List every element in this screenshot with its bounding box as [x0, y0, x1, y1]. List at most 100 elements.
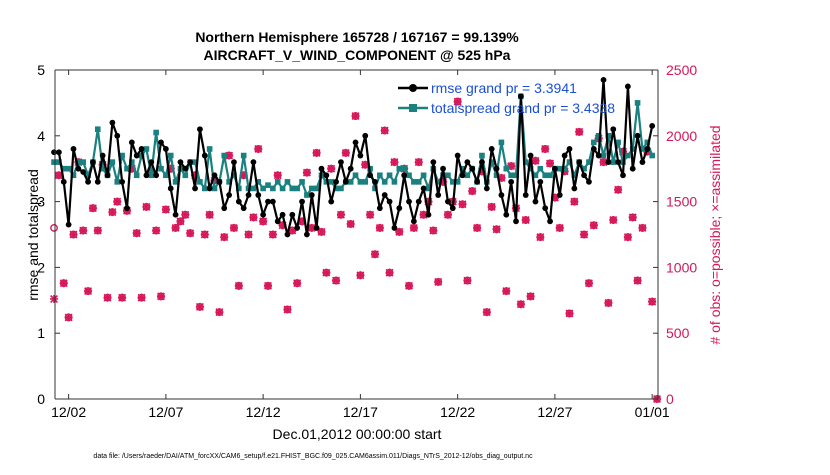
legend-marker-spread — [409, 104, 417, 112]
rmse-point — [138, 146, 145, 152]
totalspread-point — [163, 172, 169, 179]
rmse-point — [527, 152, 534, 159]
obs-assimilated-marker — [50, 294, 59, 303]
totalspread-point — [270, 185, 276, 192]
rmse-point — [133, 152, 140, 159]
rmse-point — [211, 172, 218, 179]
obs-assimilated-marker — [259, 217, 268, 226]
obs-assimilated-marker — [93, 226, 102, 235]
obs-assimilated-marker — [623, 233, 632, 242]
obs-assimilated-marker — [268, 230, 277, 239]
totalspread-point — [255, 179, 262, 185]
obs-assimilated-marker — [137, 293, 146, 302]
obs-assimilated-marker — [370, 250, 379, 259]
rmse-point — [362, 132, 369, 139]
rmse-point — [420, 185, 427, 192]
totalspread-point — [167, 152, 174, 159]
rmse-point — [513, 218, 519, 225]
obs-assimilated-marker — [507, 162, 516, 171]
rmse-point — [65, 221, 72, 228]
rmse-point — [464, 159, 471, 166]
totalspread-point — [109, 159, 116, 165]
rmse-point — [250, 159, 257, 166]
rmse-point — [333, 178, 339, 185]
obs-assimilated-marker — [176, 217, 185, 226]
x-tick-label: 12/22 — [440, 404, 475, 420]
obs-assimilated-marker — [244, 230, 253, 239]
obs-assimilated-marker — [526, 292, 535, 301]
obs-assimilated-marker — [580, 230, 589, 239]
rmse-point — [308, 192, 315, 198]
rmse-point — [342, 178, 349, 185]
x-tick-label: 12/02 — [51, 404, 86, 420]
obs-assimilated-marker — [186, 229, 195, 238]
totalspread-point — [396, 165, 403, 172]
data-file-footer: data file: /Users/raeder/DAI/ATM_forcXX/… — [93, 453, 533, 460]
rmse-point — [158, 139, 164, 146]
totalspread-point — [522, 159, 529, 165]
rmse-point — [639, 159, 646, 166]
rmse-point — [289, 211, 296, 218]
obs-assimilated-marker — [312, 148, 321, 157]
obs-assimilated-marker — [487, 202, 496, 211]
rmse-point — [328, 198, 335, 205]
rmse-point — [493, 165, 500, 172]
obs-assimilated-marker — [419, 210, 428, 219]
rmse-point — [634, 132, 641, 139]
rmse-point — [415, 198, 422, 205]
totalspread-point — [498, 139, 505, 146]
obs-assimilated-marker — [127, 164, 136, 173]
obs-assimilated-marker — [361, 160, 370, 169]
rmse-point — [192, 185, 198, 192]
rmse-point — [440, 165, 446, 172]
rmse-point — [80, 169, 87, 175]
rmse-point — [488, 146, 495, 152]
obs-assimilated-marker — [648, 297, 657, 306]
rmse-point — [629, 165, 636, 172]
totalspread-point — [260, 185, 266, 192]
obs-assimilated-marker — [604, 298, 613, 307]
obs-assimilated-marker — [327, 164, 336, 173]
rmse-point — [367, 172, 374, 179]
totalspread-point — [138, 152, 145, 159]
obs-assimilated-marker — [521, 216, 530, 225]
obs-assimilated-marker — [118, 293, 127, 302]
rmse-point — [556, 192, 563, 198]
rmse-point — [119, 178, 126, 185]
rmse-point — [381, 192, 388, 198]
totalspread-point — [172, 179, 179, 185]
totalspread-point — [294, 185, 300, 192]
rmse-point — [338, 159, 344, 166]
rmse-point — [517, 93, 524, 100]
totalspread-point — [411, 179, 417, 185]
totalspread-point — [75, 159, 82, 165]
rmse-point — [605, 159, 612, 166]
rmse-point — [396, 205, 403, 212]
rmse-point — [459, 172, 466, 179]
rmse-point — [566, 146, 573, 152]
obs-assimilated-marker — [181, 210, 190, 219]
y-right-tick-label: 1500 — [666, 194, 697, 210]
obs-assimilated-marker — [575, 127, 584, 136]
totalspread-point — [532, 172, 539, 179]
rmse-point — [162, 146, 169, 152]
obs-assimilated-marker — [536, 233, 545, 242]
totalspread-point — [381, 179, 388, 185]
obs-assimilated-marker — [302, 168, 311, 177]
rmse-point — [479, 159, 485, 166]
totalspread-point — [595, 133, 602, 139]
obs-assimilated-marker — [380, 126, 389, 135]
totalspread-point — [493, 172, 500, 179]
obs-assimilated-marker — [453, 97, 462, 106]
obs-assimilated-marker — [113, 197, 122, 206]
rmse-point — [386, 198, 393, 205]
rmse-point — [435, 192, 442, 198]
rmse-point — [590, 146, 597, 152]
obs-assimilated-marker — [205, 210, 214, 219]
totalspread-point — [586, 159, 592, 165]
obs-assimilated-marker — [633, 276, 642, 285]
rmse-point — [537, 178, 544, 185]
obs-assimilated-marker — [424, 197, 433, 206]
totalspread-point — [265, 182, 271, 188]
obs-assimilated-marker — [599, 158, 608, 167]
